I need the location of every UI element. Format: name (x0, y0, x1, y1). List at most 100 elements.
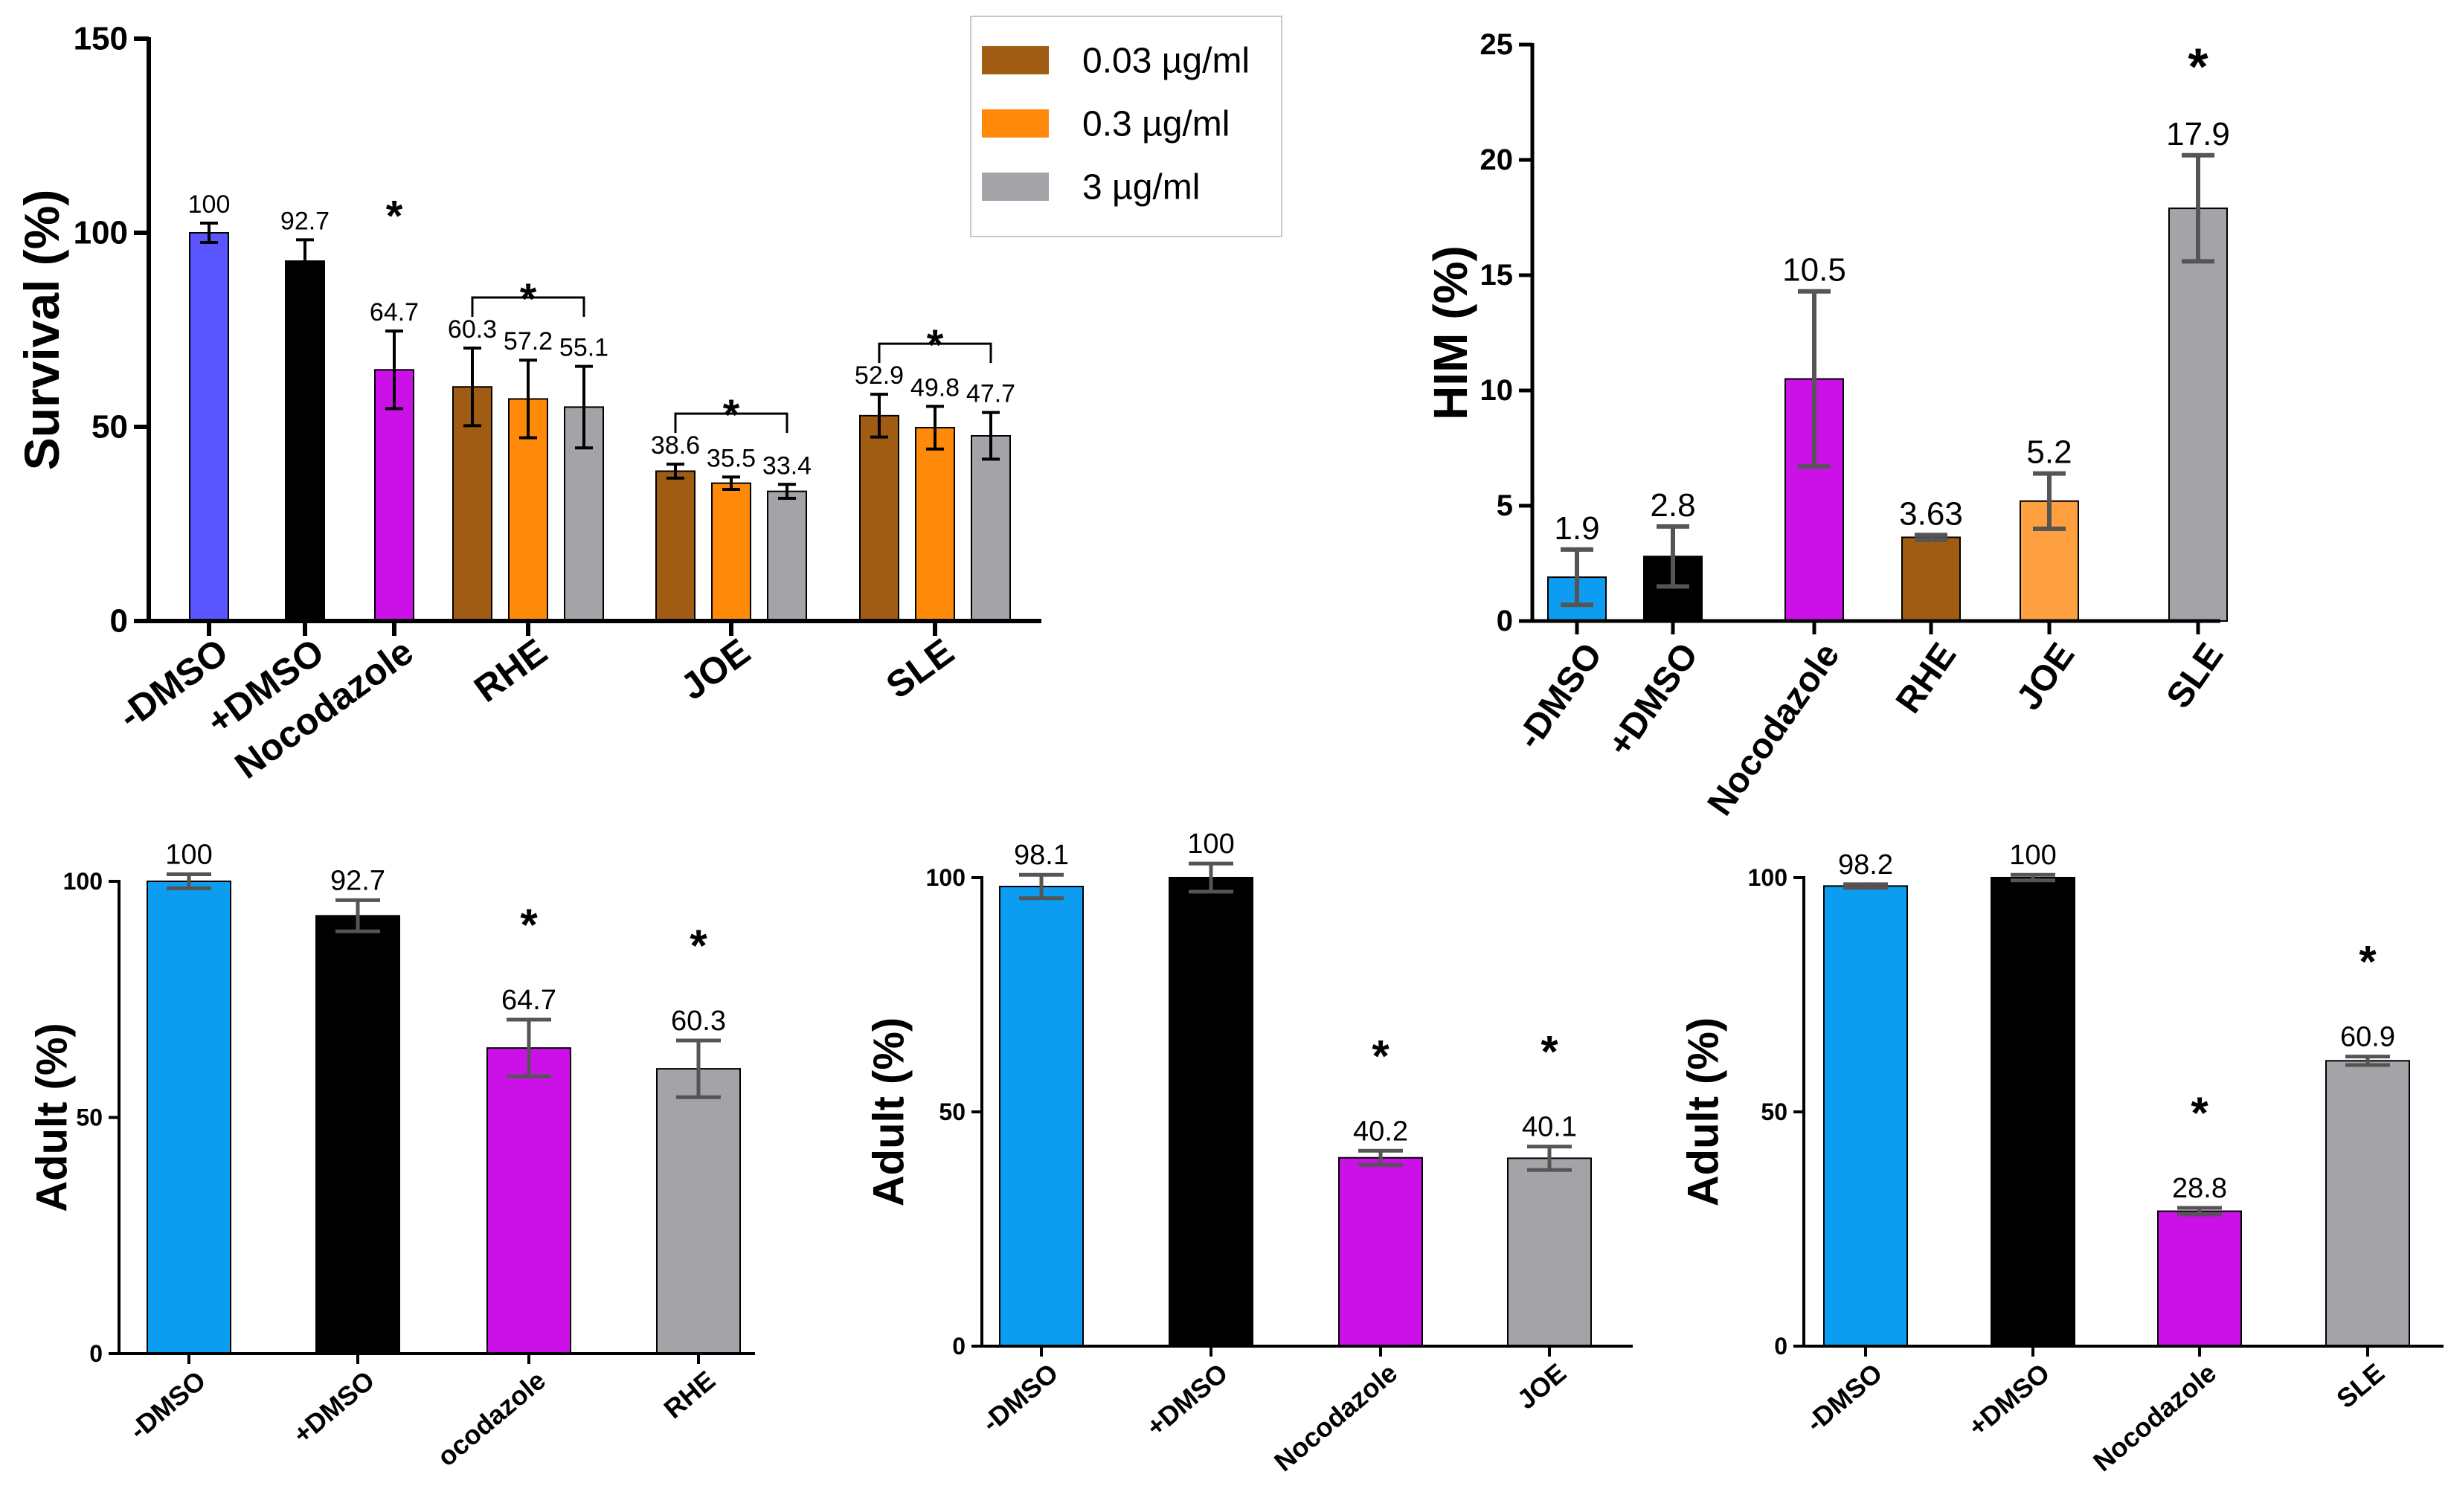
significance-bracket (674, 412, 788, 434)
y-tick-label: 0 (952, 1333, 966, 1360)
data-label: 38.6 (651, 431, 700, 460)
y-tick-label: 100 (74, 215, 128, 251)
chart-D: 98.1 -DMSO 100 +DMSO 40.2 * Nocodazole 40.1 * JOE… (865, 829, 1633, 1477)
bar (486, 1047, 571, 1355)
category-label: JOE (673, 631, 758, 708)
y-tick-label: 0 (1774, 1333, 1787, 1360)
y-tick-label: 0 (110, 603, 128, 640)
data-label: 40.1 (1522, 1112, 1577, 1143)
y-axis-title: Adult (%) (28, 1023, 77, 1212)
bar (2168, 208, 2228, 623)
bar (1507, 1157, 1592, 1347)
significance-star: * (1541, 1027, 1558, 1077)
bar (711, 482, 751, 622)
significance-star: * (2359, 937, 2377, 987)
y-tick-label: 150 (74, 21, 128, 57)
y-tick-label: 15 (1480, 259, 1514, 292)
category-label: SLE (2159, 636, 2232, 715)
legend-swatch (982, 109, 1049, 138)
significance-bracket (471, 296, 585, 318)
category-label: Nocodazole (2087, 1357, 2222, 1477)
y-tick-label: 0 (1497, 605, 1513, 637)
bar (2325, 1060, 2410, 1347)
bar (915, 427, 955, 622)
data-label: 100 (165, 839, 212, 870)
y-tick-label: 100 (1748, 864, 1787, 891)
legend-swatch (982, 173, 1049, 201)
significance-star: * (1372, 1031, 1390, 1081)
data-label: 100 (1187, 829, 1234, 860)
category-label: Nocodazole (1268, 1357, 1403, 1477)
category-label: RHE (1889, 636, 1964, 720)
data-label: 1.9 (1554, 510, 1599, 547)
data-label: 55.1 (559, 334, 608, 362)
data-label: 2.8 (1650, 487, 1695, 524)
bar (767, 490, 807, 622)
data-label: 64.7 (501, 985, 556, 1016)
y-tick-label: 20 (1480, 144, 1514, 176)
y-tick-label: 10 (1480, 374, 1514, 407)
y-axis-title: HIM (%) (1424, 245, 1477, 420)
data-label: 35.5 (707, 444, 756, 472)
data-label: 100 (2009, 840, 2056, 871)
data-label: 64.7 (370, 298, 419, 326)
bar (2157, 1210, 2242, 1348)
data-label: 60.3 (448, 315, 497, 344)
category-label: -DMSO (1800, 1357, 1888, 1438)
data-label: 100 (188, 190, 231, 219)
significance-star: * (690, 921, 707, 971)
data-label: 17.9 (2166, 116, 2230, 152)
category-label: JOE (2009, 636, 2083, 717)
bar (1169, 877, 1253, 1347)
category-label: -DMSO (976, 1357, 1064, 1438)
bar (1338, 1156, 1423, 1347)
bar (656, 1068, 741, 1354)
bar (1901, 536, 1961, 622)
category-label: -DMSO (1509, 636, 1610, 756)
data-label: 98.1 (1014, 840, 1069, 871)
bar (655, 470, 695, 622)
bar (859, 414, 899, 622)
category-label: ocodazole (431, 1365, 551, 1473)
data-label: 5.2 (2026, 434, 2072, 471)
bar (189, 232, 229, 622)
bar (1823, 885, 1908, 1347)
legend-label: 0.3 µg/ml (1082, 105, 1230, 144)
y-tick-label: 50 (76, 1104, 103, 1131)
bar (147, 881, 231, 1354)
legend-label: 3 µg/ml (1082, 168, 1200, 208)
category-label: -DMSO (123, 1365, 211, 1446)
category-label: Nocodazole (1700, 636, 1848, 823)
significance-star: * (927, 321, 944, 370)
chart-B: 1.9 -DMSO 2.8 +DMSO 10.5 Nocodazole 3.63 RHE 5.2… (1424, 28, 2232, 823)
y-tick-label: 5 (1497, 489, 1513, 522)
y-axis-title: Survival (%) (14, 190, 69, 471)
significance-star: * (2191, 1088, 2208, 1138)
data-label: 47.7 (966, 380, 1015, 408)
bar (999, 885, 1084, 1347)
data-label: 33.4 (762, 451, 812, 480)
chart-E: 98.2 -DMSO 100 +DMSO 28.8 * Nocodazole 60.9 * SLE… (1680, 840, 2444, 1477)
data-label: 60.3 (671, 1006, 726, 1037)
data-label: 10.5 (1782, 252, 1846, 289)
bar (971, 435, 1011, 622)
significance-bracket (878, 342, 992, 364)
data-label: 60.9 (2340, 1022, 2395, 1053)
y-axis-title: Adult (%) (1680, 1017, 1728, 1207)
legend-swatch (982, 46, 1049, 74)
data-label: 3.63 (1899, 495, 1963, 532)
bar (374, 369, 414, 622)
significance-star: * (2188, 37, 2208, 95)
data-label: 98.2 (1838, 849, 1893, 881)
y-tick-label: 50 (91, 409, 128, 445)
category-label: SLE (878, 631, 962, 707)
y-tick-label: 100 (926, 864, 966, 891)
y-axis-title: Adult (%) (865, 1017, 913, 1207)
y-tick-label: 50 (939, 1098, 966, 1125)
category-label: SLE (2330, 1357, 2390, 1414)
data-label: 92.7 (330, 865, 385, 896)
significance-star: * (386, 193, 403, 241)
bar (1991, 877, 2075, 1347)
